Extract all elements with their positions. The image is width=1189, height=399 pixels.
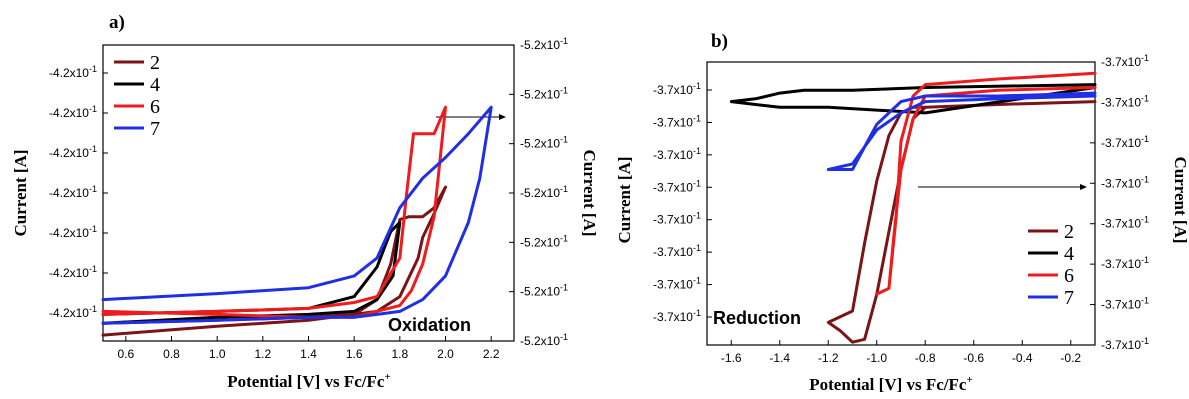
panel-a-xtick-label: 2.0 (437, 347, 454, 361)
panel-a-ytick-right-label: -5.2x10-1 (520, 184, 568, 200)
panel-a-arrow (436, 114, 506, 120)
panel-a-ytick-left-label: -4.2x10-1 (49, 104, 97, 120)
panel-b-ytick-right-label: -3.7x10-1 (1101, 53, 1149, 69)
panel-a-ylabel-left: Current [A] (11, 149, 30, 236)
panel-b-legend-label: 2 (1064, 221, 1074, 243)
panel-a-legend-label: 4 (150, 74, 160, 96)
panel-b-series-4-line (729, 83, 1097, 115)
panel-a-xlabel: Potential [V] vs Fc/Fc+ (227, 371, 390, 391)
panel-b-ytick-left-label: -3.7x10-1 (653, 81, 701, 97)
panel-a: a) Oxidation Potential [V] vs Fc/Fc+ Cur… (11, 12, 599, 391)
panel-b-ytick-right-label: -3.7x10-1 (1101, 93, 1149, 109)
panel-a-ytick-right-label: -5.2x10-1 (520, 135, 568, 151)
panel-a-ytick-left-label: -4.2x10-1 (49, 264, 97, 280)
panel-b-ytick-right-label: -3.7x10-1 (1101, 336, 1149, 352)
panel-a-xtick-label: 1.0 (209, 347, 226, 361)
panel-b-frame (706, 61, 1096, 346)
panel-b-ytick-left-label: -3.7x10-1 (653, 146, 701, 162)
panel-a-xtick-label: 1.2 (254, 347, 271, 361)
panel-b-ytick-right-label: -3.7x10-1 (1101, 134, 1149, 150)
panel-b-legend-label: 4 (1064, 243, 1074, 265)
panel-b-legend-label: 7 (1064, 287, 1074, 309)
panel-a-legend-label: 7 (150, 118, 160, 140)
svg-text:Potential [V] vs Fc/Fc+: Potential [V] vs Fc/Fc+ (809, 374, 972, 394)
panel-a-ylabel-right: Current [A] (580, 149, 599, 236)
panel-b-xtick-label: -1.6 (721, 351, 742, 365)
panel-a-ytick-right-label: -5.2x10-1 (520, 36, 568, 52)
panel-b-label: b) (711, 31, 728, 52)
panel-b-xlabel-text: Potential [V] vs Fc/Fc (809, 375, 967, 394)
panel-a-legend-label: 6 (150, 96, 160, 118)
panel-b-arrow (918, 184, 1087, 190)
panel-b-ytick-right-label: -3.7x10-1 (1101, 215, 1149, 231)
panel-a-xlabel-sup: + (384, 371, 390, 383)
panel-b-ytick-left-label: -3.7x10-1 (653, 308, 701, 324)
panel-a-label: a) (109, 12, 125, 33)
panel-a-ytick-right-label: -5.2x10-1 (520, 233, 568, 249)
panel-b-ytick-left-label: -3.7x10-1 (653, 211, 701, 227)
panel-a-xtick-label: 1.6 (346, 347, 363, 361)
panel-a-series-7-line (101, 105, 493, 325)
panel-a-legend-label: 2 (150, 52, 160, 74)
panel-b-xtick-label: -0.8 (915, 351, 936, 365)
panel-b: b) Reduction Potential [V] vs Fc/Fc+ Cur… (615, 31, 1189, 394)
panel-a-annotation: Oxidation (388, 315, 471, 335)
panel-b-series-7-line (826, 91, 1097, 171)
panel-b-xtick-label: -1.4 (769, 351, 790, 365)
svg-text:Potential [V] vs Fc/Fc+: Potential [V] vs Fc/Fc+ (227, 371, 390, 391)
panel-b-ytick-left-label: -3.7x10-1 (653, 276, 701, 292)
panel-a-xtick-label: 0.8 (163, 347, 180, 361)
panel-a-ytick-left-label: -4.2x10-1 (49, 64, 97, 80)
panel-b-xtick-label: -0.6 (963, 351, 984, 365)
panel-a-ytick-right-label: -5.2x10-1 (520, 283, 568, 299)
panel-a-xtick-label: 1.8 (391, 347, 408, 361)
panel-b-xtick-label: -1.0 (866, 351, 887, 365)
panel-b-ytick-left-label: -3.7x10-1 (653, 243, 701, 259)
panel-a-ytick-left-label: -4.2x10-1 (49, 184, 97, 200)
panel-b-legend-label: 6 (1064, 265, 1074, 287)
panel-b-ytick-left-label: -3.7x10-1 (653, 178, 701, 194)
panel-b-xlabel: Potential [V] vs Fc/Fc+ (809, 374, 972, 394)
panel-a-xtick-label: 1.4 (300, 347, 317, 361)
panel-b-xlabel-sup: + (966, 374, 972, 386)
panel-a-ytick-left-label: -4.2x10-1 (49, 144, 97, 160)
panel-a-xtick-label: 0.6 (117, 347, 134, 361)
panel-b-xtick-label: -0.2 (1060, 351, 1081, 365)
panel-a-ytick-left-label: -4.2x10-1 (49, 224, 97, 240)
panel-a-ytick-right-label: -5.2x10-1 (520, 332, 568, 348)
panel-b-ylabel-right: Current [A] (1171, 156, 1189, 243)
panel-a-ytick-right-label: -5.2x10-1 (520, 85, 568, 101)
panel-a-series-4-line (101, 221, 402, 325)
panel-b-ylabel-left: Current [A] (615, 156, 634, 243)
panel-b-annotation: Reduction (713, 308, 801, 328)
panel-b-xtick-label: -0.4 (1012, 351, 1033, 365)
panel-b-ytick-right-label: -3.7x10-1 (1101, 174, 1149, 190)
panel-a-xlabel-text: Potential [V] vs Fc/Fc (227, 372, 385, 391)
panel-b-ytick-right-label: -3.7x10-1 (1101, 255, 1149, 271)
panel-a-xtick-label: 2.2 (483, 347, 500, 361)
panel-b-ytick-left-label: -3.7x10-1 (653, 113, 701, 129)
panel-b-xtick-label: -1.2 (818, 351, 839, 365)
panel-a-ytick-left-label: -4.2x10-1 (49, 304, 97, 320)
panel-a-series-2-line (101, 185, 447, 337)
panel-b-ytick-right-label: -3.7x10-1 (1101, 296, 1149, 312)
